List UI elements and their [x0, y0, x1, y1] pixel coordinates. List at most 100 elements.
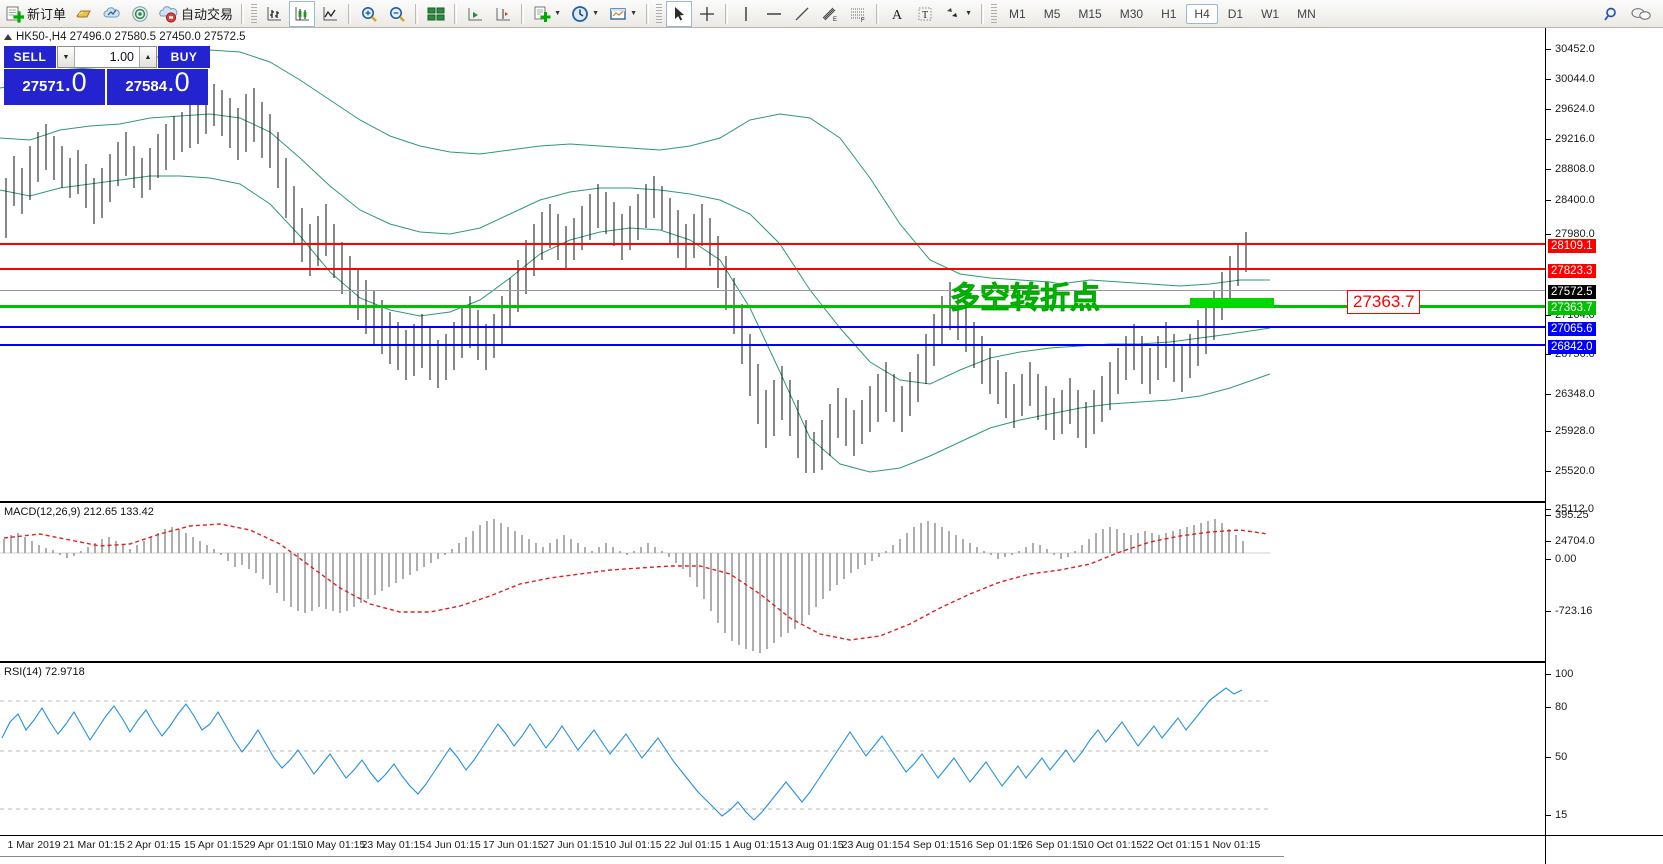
pending-orders-icon-button[interactable]	[71, 1, 97, 27]
arrows-dropdown-arrow[interactable]: ▼	[965, 10, 972, 17]
text-label-tool-button[interactable]: T	[912, 1, 938, 27]
trendline-tool-button[interactable]	[789, 1, 815, 27]
time-axis-label: 27 Jun 01:15	[542, 839, 604, 851]
buy-price[interactable]: 27584 .0	[107, 69, 208, 105]
toolbar-grip-2[interactable]	[656, 3, 663, 24]
candlestick-chart-button[interactable]	[289, 0, 316, 27]
timeframe-mn-button[interactable]: MN	[1297, 6, 1316, 21]
bar-chart-button[interactable]	[261, 1, 287, 27]
fibonacci-tool-button[interactable]: F	[845, 1, 871, 27]
new-order-icon	[4, 4, 24, 24]
trade-panel-prices-row: 27571 .0 27584 .0	[4, 69, 210, 105]
chart-area[interactable]: HK50-,H4 27496.0 27580.5 27450.0 27572.5…	[0, 28, 1663, 864]
price-pane[interactable]: 多空转折点 27363.7	[0, 28, 1551, 473]
arrows-tool-button[interactable]: ▼	[940, 1, 976, 27]
timeframe-w1-button[interactable]: W1	[1261, 6, 1280, 21]
zoom-out-button[interactable]	[384, 1, 410, 27]
level-badge-27363[interactable]: 27363.7	[1548, 301, 1596, 315]
support-line-26842[interactable]	[0, 344, 1551, 349]
time-axis[interactable]: 1 Mar 2019 21 Mar 01:15 2 Apr 01:15 15 Apr …	[0, 835, 1545, 864]
sell-price[interactable]: 27571 .0	[4, 69, 105, 105]
text-label-icon: T	[915, 4, 935, 24]
sell-button[interactable]: SELL	[4, 46, 56, 68]
toolbar-separator-8	[876, 3, 880, 24]
time-axis-label: 13 Aug 01:15	[781, 839, 844, 851]
toolbar-separator-5	[521, 3, 525, 24]
auto-trading-button[interactable]: 自动交易	[155, 1, 236, 27]
zoom-in-button[interactable]	[356, 1, 382, 27]
arrows-icon	[943, 4, 963, 24]
volume-value[interactable]: 1.00	[109, 50, 134, 64]
timeframe-m1-button[interactable]: M1	[1009, 6, 1026, 21]
search-button[interactable]	[1599, 1, 1625, 27]
timeframe-d1-button[interactable]: D1	[1227, 6, 1244, 21]
axis-corner	[1545, 835, 1663, 864]
toolbar-grip-1[interactable]	[251, 3, 258, 24]
chart-shift-icon	[465, 4, 485, 24]
pivot-highlight-segment	[1190, 298, 1274, 308]
cursor-tool-button[interactable]	[666, 0, 693, 27]
svg-text:A: A	[892, 8, 903, 23]
line-chart-button[interactable]	[317, 1, 343, 27]
svg-text:E: E	[833, 17, 837, 23]
resistance-line-27823[interactable]	[0, 268, 1551, 273]
macd-chart-svg	[0, 519, 1270, 653]
time-axis-label: 4 Sep 01:15	[904, 839, 961, 851]
time-axis-tick	[760, 856, 865, 857]
templates-button[interactable]: ▼	[605, 1, 641, 27]
timeframe-m30-button[interactable]: M30	[1119, 6, 1144, 21]
equidistant-channel-tool-button[interactable]: E	[817, 1, 843, 27]
collapse-triangle-icon[interactable]	[4, 34, 12, 40]
level-badge-27065[interactable]: 27065.6	[1548, 322, 1596, 336]
add-indicator-dropdown-arrow[interactable]: ▼	[554, 10, 561, 17]
market-watch-icon-button[interactable]	[99, 1, 125, 27]
rsi-pane[interactable]: RSI(14) 72.9718	[0, 666, 1545, 835]
macd-tick: 0.00	[1546, 553, 1576, 565]
chart-shift-button[interactable]	[462, 1, 488, 27]
tile-windows-button[interactable]	[423, 1, 449, 27]
level-badge-27823[interactable]: 27823.3	[1548, 264, 1596, 278]
period-selector-button[interactable]: ▼	[567, 1, 603, 27]
one-click-trading-panel[interactable]: SELL ▼ 1.00 ▲ BUY 27571 .0 27584 .0	[4, 46, 210, 105]
timeframe-h4-button[interactable]: H4	[1186, 3, 1218, 24]
chat-bubbles-icon	[1630, 4, 1651, 24]
pivot-line-27363[interactable]	[0, 305, 1551, 311]
rsi-indicator-label: RSI(14) 72.9718	[4, 666, 85, 678]
auto-scroll-button[interactable]	[490, 1, 516, 27]
support-line-27065[interactable]	[0, 326, 1551, 331]
buy-button[interactable]: BUY	[158, 46, 210, 68]
toolbar-grip-3[interactable]	[991, 3, 998, 24]
horizontal-line-tool-button[interactable]	[761, 1, 787, 27]
macd-pane[interactable]: MACD(12,26,9) 212.65 133.42	[0, 506, 1545, 658]
svg-text:F: F	[861, 18, 865, 24]
template-icon	[608, 4, 628, 24]
new-order-button[interactable]: 新订单	[1, 1, 69, 27]
volume-decrease-icon[interactable]: ▼	[58, 47, 75, 67]
buy-price-integer: 27584	[125, 78, 168, 95]
time-axis-label: 17 Jun 01:15	[482, 839, 544, 851]
text-tool-button[interactable]: A	[884, 1, 910, 27]
chat-button[interactable]	[1627, 1, 1653, 27]
timeframe-h1-button[interactable]: H1	[1161, 6, 1177, 21]
timeframe-m15-button[interactable]: M15	[1078, 6, 1102, 21]
price-axis[interactable]: 30452.0 30044.0 29624.0 29216.0 28808.0 …	[1545, 28, 1663, 864]
pane-separator-macd	[0, 501, 1545, 503]
chart-annotation-text[interactable]: 多空转折点	[950, 282, 1101, 316]
time-axis-tick	[1000, 856, 1105, 857]
vertical-line-tool-button[interactable]	[733, 1, 759, 27]
volume-increase-icon[interactable]: ▲	[139, 47, 156, 67]
level-badge-28109[interactable]: 28109.1	[1548, 239, 1596, 253]
toolbar-separator-1	[241, 3, 245, 24]
period-dropdown-arrow[interactable]: ▼	[592, 10, 599, 17]
templates-dropdown-arrow[interactable]: ▼	[630, 10, 637, 17]
volume-stepper[interactable]: ▼ 1.00 ▲	[57, 46, 157, 68]
symbol-header-text: HK50-,H4 27496.0 27580.5 27450.0 27572.5	[16, 31, 246, 43]
timeframe-m5-button[interactable]: M5	[1043, 6, 1061, 21]
macd-indicator-label: MACD(12,26,9) 212.65 133.42	[4, 506, 154, 518]
resistance-line-28109[interactable]	[0, 243, 1551, 248]
crosshair-tool-button[interactable]	[694, 1, 720, 27]
signals-icon-button[interactable]	[127, 1, 153, 27]
level-badge-26842[interactable]: 26842.0	[1548, 340, 1596, 354]
add-indicator-button[interactable]: ▼	[529, 1, 565, 27]
pivot-price-tag[interactable]: 27363.7	[1347, 290, 1421, 314]
